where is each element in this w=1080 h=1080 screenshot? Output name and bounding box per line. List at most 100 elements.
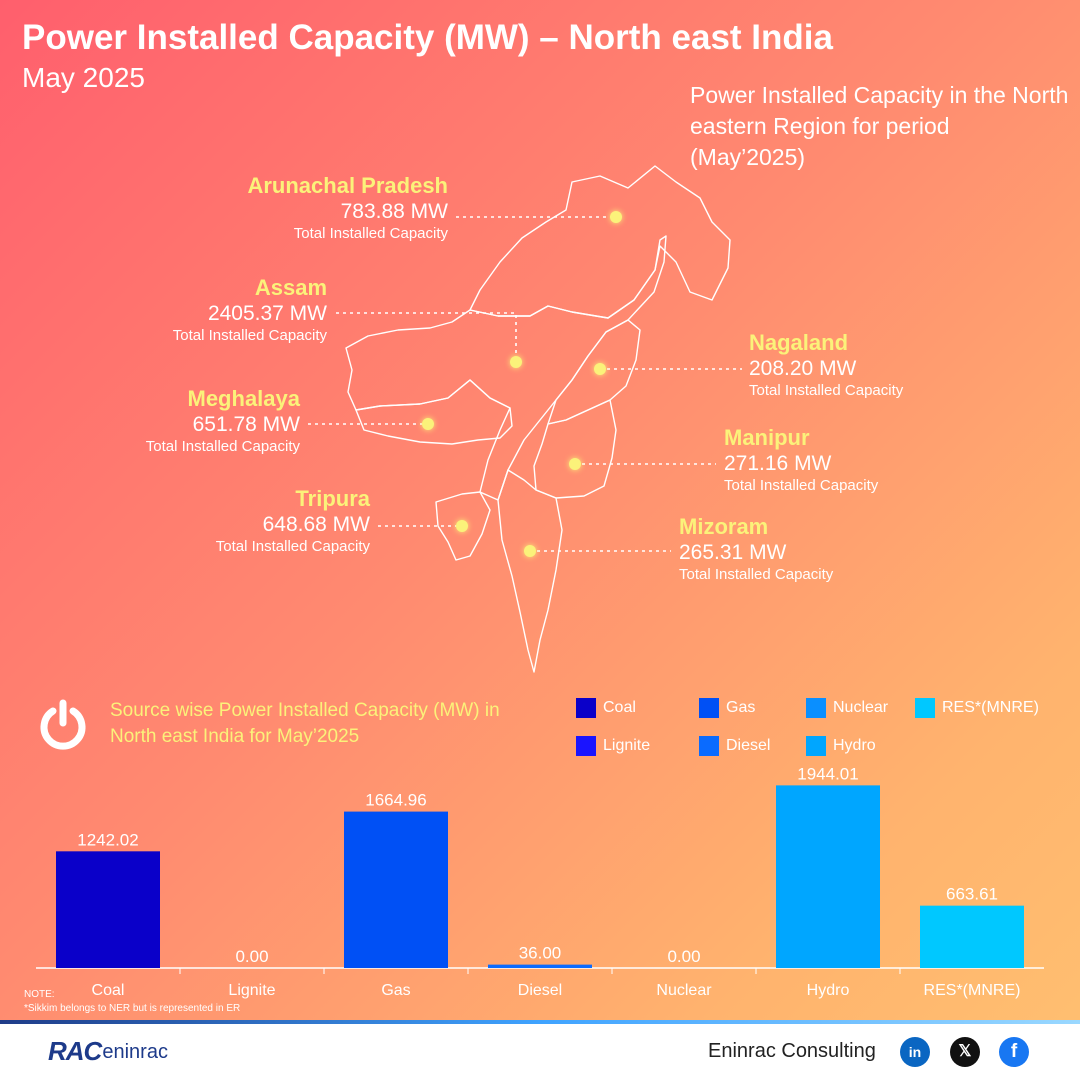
legend-label: Nuclear — [833, 699, 889, 716]
state-markers — [422, 211, 622, 557]
state-label-mizoram: Mizoram 265.31 MW Total Installed Capaci… — [679, 514, 833, 585]
mizoram-marker — [524, 545, 536, 557]
state-caption: Total Installed Capacity — [215, 538, 370, 555]
legend-label: Lignite — [603, 737, 651, 754]
assam-leader-line — [336, 312, 517, 362]
legend-swatch — [576, 736, 596, 756]
tripura-marker — [456, 520, 468, 532]
page-title: Power Installed Capacity (MW) – North ea… — [22, 18, 833, 57]
state-name: Arunachal Pradesh — [247, 173, 448, 198]
legend-item-gas: Gas — [699, 698, 755, 718]
state-value: 783.88 MW — [340, 200, 448, 223]
nagaland-marker — [594, 363, 606, 375]
bar-value-label: 663.61 — [946, 885, 998, 904]
state-label-assam: Assam 2405.37 MW Total Installed Capacit… — [173, 275, 327, 346]
footer-divider — [0, 1020, 1080, 1024]
state-name: Mizoram — [679, 514, 769, 539]
legend-swatch — [806, 736, 826, 756]
bar-coal — [56, 851, 160, 968]
mizoram-outline — [497, 469, 563, 673]
bar-value-label: 1664.96 — [365, 791, 426, 810]
legend-item-res: RES*(MNRE) — [915, 698, 1039, 718]
tripura-outline — [435, 491, 491, 561]
source-section-title: Source wise Power Installed Capacity (MW… — [110, 700, 500, 747]
facebook-icon[interactable]: f — [999, 1037, 1029, 1067]
intro-text: Power Installed Capacity in the North ea… — [690, 82, 1069, 170]
state-borders — [345, 165, 731, 673]
state-value: 2405.37 MW — [207, 302, 327, 325]
bar-value-label: 36.00 — [519, 944, 562, 963]
bar-hydro — [776, 785, 880, 968]
note-text: *Sikkim belongs to NER but is represente… — [24, 1003, 241, 1014]
legend-item-lignite: Lignite — [576, 736, 650, 756]
bar-value-label: 0.00 — [235, 947, 268, 966]
arunachal-marker — [610, 211, 622, 223]
assam-marker — [510, 356, 522, 368]
legend-swatch — [699, 698, 719, 718]
category-label: Diesel — [518, 982, 562, 999]
state-name: Manipur — [724, 425, 810, 450]
footnote: NOTE: *Sikkim belongs to NER but is repr… — [24, 988, 240, 1016]
state-caption: Total Installed Capacity — [724, 477, 879, 494]
state-caption: Total Installed Capacity — [293, 225, 448, 242]
legend-label: Gas — [726, 699, 756, 716]
legend-item-nuclear: Nuclear — [806, 698, 888, 718]
leader-lines — [308, 216, 742, 552]
state-caption: Total Installed Capacity — [172, 327, 327, 344]
bar-gas — [344, 811, 448, 968]
state-value: 265.31 MW — [679, 541, 787, 564]
category-label: Gas — [381, 982, 410, 999]
category-label: Lignite — [228, 982, 275, 999]
state-value: 651.78 MW — [192, 413, 300, 436]
state-name: Tripura — [295, 486, 370, 511]
legend-swatch — [699, 736, 719, 756]
x-icon[interactable]: 𝕏 — [950, 1037, 980, 1067]
logo-mark: RAC — [48, 1036, 102, 1066]
note-heading: NOTE: — [24, 989, 55, 1000]
state-name: Nagaland — [749, 330, 849, 355]
state-value: 648.68 MW — [262, 513, 370, 536]
legend-label: Diesel — [726, 737, 771, 754]
manipur-outline — [533, 399, 617, 499]
footer: RAC eninrac Eninrac Consulting in 𝕏 f — [0, 1024, 1080, 1080]
page-subtitle: May 2025 — [22, 62, 145, 93]
legend-swatch — [576, 698, 596, 718]
bar-value-label: 1944.01 — [797, 764, 858, 783]
state-caption: Total Installed Capacity — [679, 566, 834, 583]
legend-swatch — [915, 698, 935, 718]
legend-label: Hydro — [833, 737, 876, 754]
bar-diesel — [488, 964, 592, 968]
legend-item-hydro: Hydro — [806, 736, 876, 756]
state-label-nagaland: Nagaland 208.20 MW Total Installed Capac… — [749, 330, 903, 401]
state-caption: Total Installed Capacity — [749, 382, 904, 399]
company-name: Eninrac Consulting — [708, 1040, 876, 1062]
bar-value-label: 1242.02 — [77, 830, 138, 849]
northeast-india-map — [308, 165, 742, 673]
logo-text: eninrac — [102, 1041, 168, 1063]
bar-resmnre — [920, 905, 1024, 968]
legend-label: RES*(MNRE) — [942, 699, 1039, 716]
state-label-arunachal: Arunachal Pradesh 783.88 MW Total Instal… — [247, 173, 448, 244]
state-label-meghalaya: Meghalaya 651.78 MW Total Installed Capa… — [146, 386, 300, 457]
state-label-manipur: Manipur 271.16 MW Total Installed Capaci… — [724, 425, 878, 496]
legend-item-coal: Coal — [576, 698, 636, 718]
category-label: Nuclear — [656, 982, 712, 999]
category-label: RES*(MNRE) — [924, 982, 1021, 999]
power-icon — [40, 699, 86, 750]
meghalaya-outline — [355, 379, 513, 445]
eninrac-logo: RAC eninrac — [48, 1038, 168, 1064]
linkedin-icon[interactable]: in — [900, 1037, 930, 1067]
state-caption: Total Installed Capacity — [145, 438, 300, 455]
legend-swatch — [806, 698, 826, 718]
legend-label: Coal — [603, 699, 636, 716]
bar-value-label: 0.00 — [667, 947, 700, 966]
category-label: Hydro — [807, 982, 850, 999]
state-value: 271.16 MW — [724, 452, 832, 475]
manipur-marker — [569, 458, 581, 470]
category-label: Coal — [92, 982, 125, 999]
source-bar-chart: 1242.02 Coal 0.00 Lignite 1664.96 Gas 36.00 Die… — [56, 764, 1024, 999]
state-label-tripura: Tripura 648.68 MW Total Installed Capaci… — [216, 486, 370, 557]
state-name: Meghalaya — [187, 386, 301, 411]
state-name: Assam — [254, 275, 327, 300]
